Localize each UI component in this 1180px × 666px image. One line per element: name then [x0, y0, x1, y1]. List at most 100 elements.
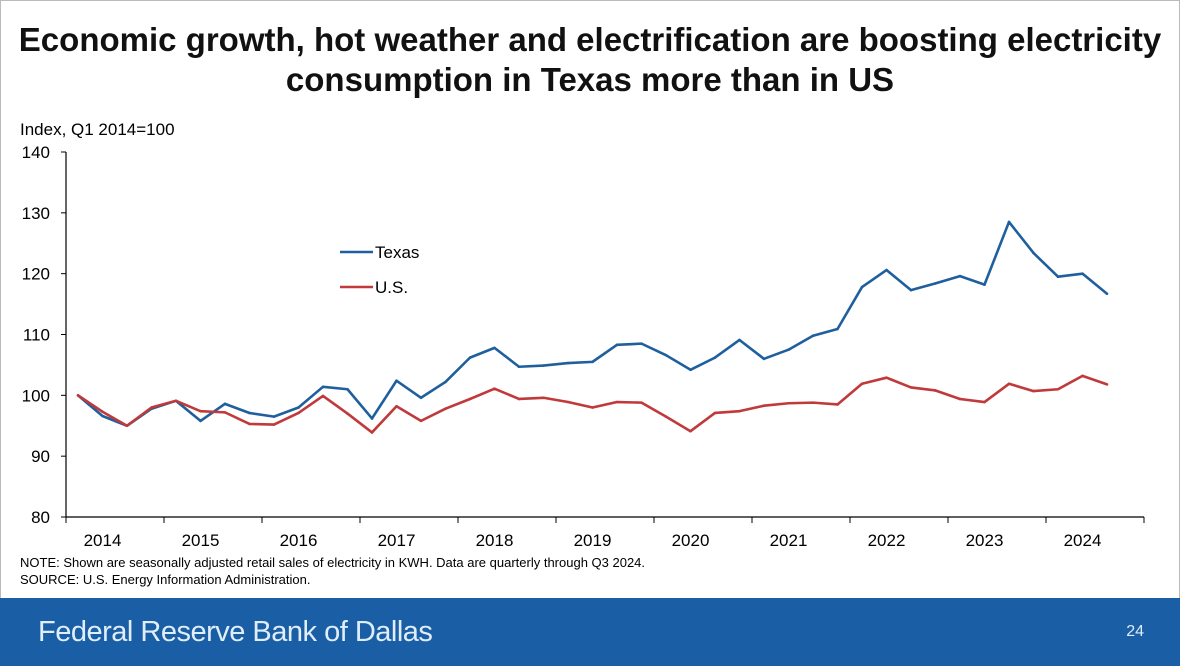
- data-point: [713, 356, 717, 359]
- source-text: SOURCE: U.S. Energy Information Administ…: [20, 572, 311, 587]
- data-point: [468, 397, 472, 401]
- data-point: [468, 356, 472, 359]
- data-point: [664, 415, 668, 418]
- data-point: [664, 353, 668, 357]
- data-point: [125, 424, 129, 428]
- data-point: [934, 389, 937, 392]
- y-tick-label: 100: [22, 386, 50, 405]
- data-point: [909, 386, 913, 389]
- data-point: [689, 368, 692, 372]
- data-point: [934, 282, 937, 285]
- x-tick-label: 2019: [574, 531, 612, 550]
- data-point: [811, 334, 815, 338]
- x-tick-label: 2018: [476, 531, 514, 550]
- data-point: [836, 403, 839, 406]
- data-point: [591, 360, 594, 364]
- data-point: [517, 365, 521, 369]
- data-point: [787, 401, 790, 405]
- legend-label: Texas: [375, 243, 419, 262]
- data-point: [199, 409, 202, 413]
- data-point: [1105, 292, 1109, 296]
- data-point: [983, 283, 986, 286]
- data-point: [297, 411, 300, 415]
- data-point: [1105, 383, 1109, 386]
- y-tick-label: 120: [22, 265, 50, 284]
- data-point: [272, 423, 276, 426]
- data-point: [958, 397, 962, 401]
- data-point: [297, 406, 300, 409]
- data-point: [542, 396, 545, 400]
- data-point: [885, 376, 888, 379]
- data-point: [395, 404, 398, 408]
- x-tick-label: 2014: [84, 531, 122, 550]
- x-tick-label: 2016: [280, 531, 318, 550]
- data-point: [272, 415, 276, 418]
- data-point: [395, 379, 398, 383]
- data-point: [640, 401, 643, 404]
- data-point: [615, 400, 619, 404]
- series-line-us: [77, 374, 1108, 434]
- x-tick-label: 2017: [378, 531, 416, 550]
- data-point: [419, 419, 423, 423]
- data-point: [444, 407, 447, 411]
- x-tick-label: 2024: [1064, 531, 1102, 550]
- data-point: [76, 394, 80, 397]
- data-point: [321, 385, 325, 389]
- data-point: [346, 412, 349, 415]
- chart-title: Economic growth, hot weather and electri…: [18, 21, 1162, 98]
- data-point: [689, 429, 692, 433]
- data-point: [762, 357, 766, 361]
- y-axis-label: Index, Q1 2014=100: [20, 120, 175, 139]
- data-point: [983, 400, 986, 404]
- data-point: [517, 397, 521, 401]
- x-tick-label: 2015: [182, 531, 220, 550]
- data-point: [542, 364, 545, 367]
- data-point: [762, 404, 766, 407]
- data-point: [860, 382, 864, 386]
- x-tick-label: 2022: [868, 531, 906, 550]
- legend-label: U.S.: [375, 278, 408, 297]
- data-point: [1032, 251, 1035, 255]
- data-point: [958, 274, 962, 278]
- x-tick-label: 2021: [770, 531, 808, 550]
- footer-bar: Federal Reserve Bank of Dallas 24: [0, 598, 1180, 666]
- y-tick-label: 130: [22, 204, 50, 223]
- data-point: [1056, 387, 1060, 391]
- data-point: [909, 288, 913, 292]
- data-point: [174, 399, 178, 403]
- brand-logo-text: Federal Reserve Bank of Dallas: [38, 616, 433, 648]
- data-point: [248, 411, 251, 415]
- data-point: [1007, 220, 1011, 224]
- data-point: [223, 411, 227, 414]
- data-point: [150, 406, 153, 409]
- line-chart: 80 90 100 110 120 130 140 2014 2015 2016 2017 2018 2…: [22, 143, 1145, 550]
- data-point: [566, 361, 570, 365]
- note-text: NOTE: Shown are seasonally adjusted reta…: [20, 555, 646, 570]
- data-point: [1032, 389, 1035, 393]
- data-point: [713, 411, 717, 415]
- y-tick-label: 110: [23, 326, 50, 345]
- page-number: 24: [1126, 623, 1144, 640]
- data-point: [1007, 382, 1011, 386]
- data-point: [640, 342, 643, 345]
- data-point: [346, 387, 349, 391]
- data-point: [836, 327, 839, 331]
- data-point: [738, 338, 741, 342]
- y-tick-label: 140: [22, 143, 50, 162]
- data-point: [370, 417, 374, 420]
- data-point: [493, 387, 496, 390]
- y-tick-label: 80: [31, 508, 50, 527]
- data-point: [248, 422, 251, 426]
- y-tick-label: 90: [31, 447, 50, 466]
- data-point: [860, 285, 864, 289]
- data-point: [199, 419, 202, 423]
- data-point: [885, 268, 888, 272]
- data-point: [787, 348, 790, 352]
- data-point: [493, 346, 496, 350]
- data-point: [370, 431, 374, 434]
- data-point: [1081, 272, 1084, 275]
- chart-notes: NOTE: Shown are seasonally adjusted reta…: [20, 554, 645, 588]
- data-point: [1081, 374, 1084, 378]
- data-point: [591, 406, 594, 409]
- data-point: [101, 414, 104, 418]
